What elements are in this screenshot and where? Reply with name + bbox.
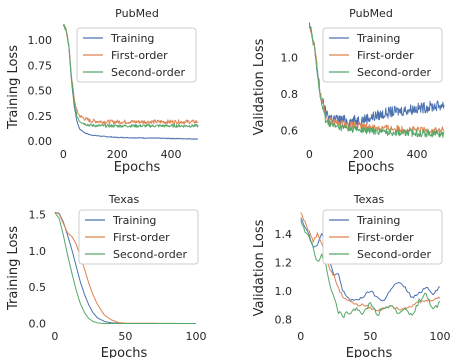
legend-label-training: Training [356,214,400,227]
x-tick-label: 400 [161,148,182,161]
y-tick-label: 0.6 [281,124,299,137]
y-tick-label: 1.0 [275,285,293,298]
x-tick-label: 0 [60,148,67,161]
legend-frame [322,209,443,265]
x-tick-label: 0 [297,330,304,343]
legend-label-training: Training [356,32,400,45]
x-tick-label: 0 [51,330,58,343]
x-axis-label: Epochs [346,346,393,358]
y-axis-label: Training Loss [6,45,21,130]
series-line-second-order [62,24,199,128]
y-tick-label: 1.0 [281,52,299,65]
y-tick-label: 1.00 [28,34,53,47]
x-tick-label: 200 [353,148,374,161]
x-tick-label: 0 [306,148,313,161]
legend-label-first-order: First-order [111,49,168,62]
x-axis-label: Epochs [114,160,161,175]
legend-label-second-order: Second-order [357,66,431,79]
legend-label-training: Training [110,32,154,45]
x-tick-label: 50 [118,330,132,343]
x-tick-label: 100 [430,330,450,343]
legend: Training First-order Second-order [322,27,443,83]
y-tick-label: 0.25 [28,110,53,123]
chart-title: PubMed [115,7,159,20]
y-axis-label: Validation Loss [252,219,267,316]
panel-pubmed-validation: PubMed Validation Loss Epochs 0.6 0.8 1.0 0… [252,7,445,175]
y-axis-label: Validation Loss [252,38,267,135]
series-line-second-order [54,212,196,324]
legend-label-second-order: Second-order [111,66,185,79]
legend: Training First-order Second-order [78,209,199,265]
x-tick-label: 200 [107,148,128,161]
y-tick-label: 0.5 [29,281,47,294]
y-tick-label: 0.50 [28,85,53,98]
series-line-training [62,24,199,140]
panel-texas-validation: Texas Validation Loss Epochs 0.8 1.0 1.2 1.… [252,193,450,358]
x-axis-label: Epochs [101,346,148,358]
legend-label-second-order: Second-order [357,248,431,261]
legend-label-second-order: Second-order [113,248,187,261]
y-tick-label: 0.8 [281,88,299,101]
panel-texas-training: Texas Training Loss Epochs 0.0 0.5 1.0 1.5 0… [6,193,207,358]
y-tick-label: 0.00 [28,135,53,148]
series-line-first-order [308,26,445,135]
y-axis-label: Training Loss [6,226,21,311]
legend-label-first-order: First-order [113,231,170,244]
y-tick-label: 0.0 [29,318,47,331]
legend-frame [322,27,443,83]
y-tick-label: 1.5 [29,209,47,222]
chart-title: PubMed [349,7,393,20]
chart-title: Texas [353,193,385,206]
series-line-first-order [63,23,199,125]
y-tick-label: 0.8 [275,313,293,326]
x-axis-label: Epochs [348,160,395,175]
legend-label-first-order: First-order [357,231,414,244]
x-tick-label: 100 [186,330,207,343]
y-tick-label: 0.75 [28,59,53,72]
legend-frame [76,27,197,83]
series-line-second-order [308,25,445,138]
x-tick-label: 400 [407,148,428,161]
legend-label-training: Training [112,214,156,227]
chart-title: Texas [108,193,140,206]
y-tick-label: 1.2 [275,256,293,269]
panel-pubmed-training: PubMed Training Loss Epochs 0.00 0.25 0.50… [6,7,199,175]
legend-label-first-order: First-order [357,49,414,62]
legend: Training First-order Second-order [76,27,197,83]
legend-frame [78,209,199,265]
y-tick-label: 1.4 [275,228,293,241]
y-tick-label: 1.0 [29,245,47,258]
x-tick-label: 50 [363,330,377,343]
legend: Training First-order Second-order [322,209,443,265]
